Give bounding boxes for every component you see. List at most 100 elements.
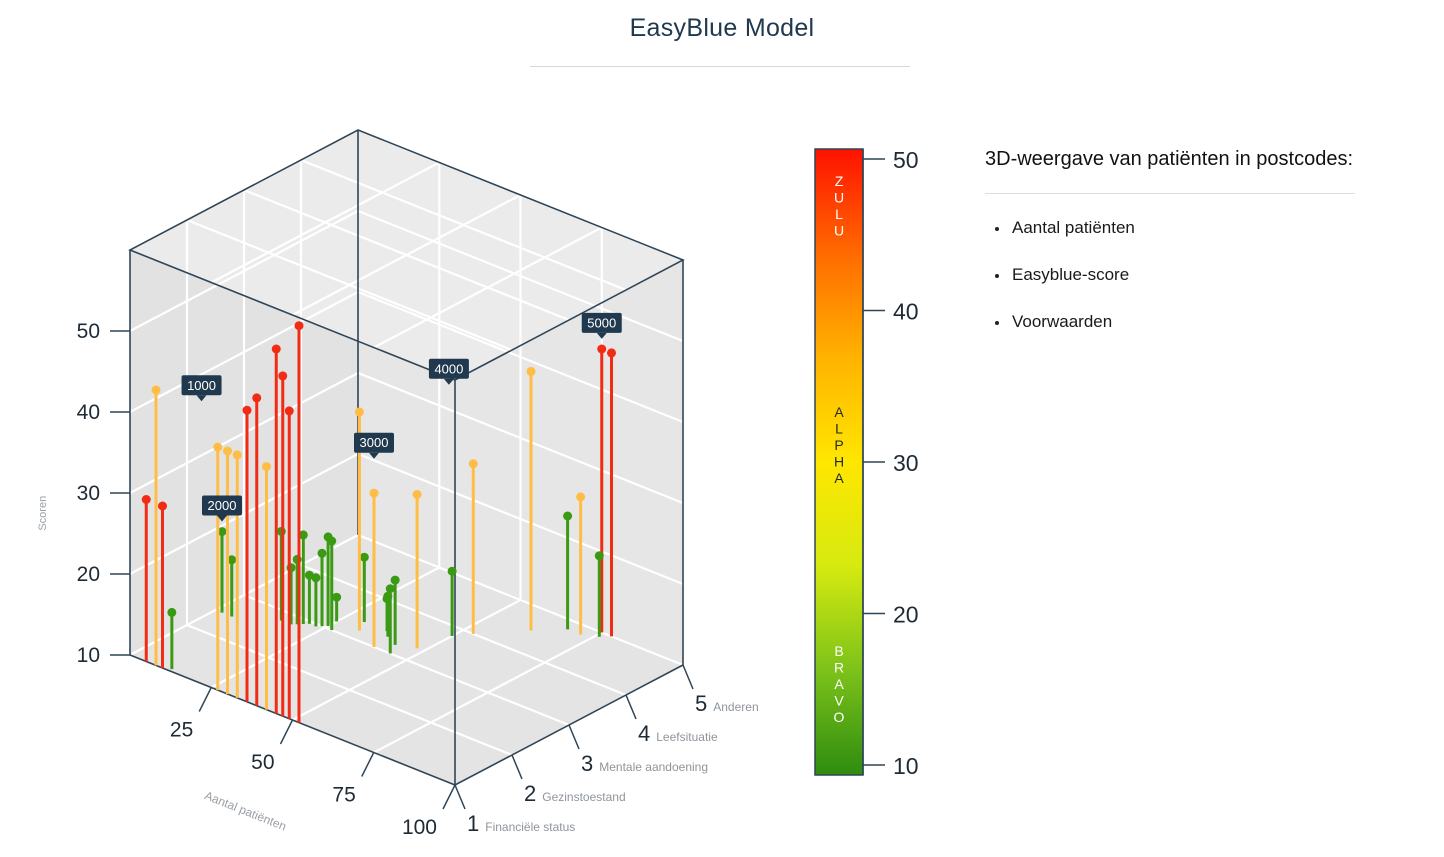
- y-tick: [454, 784, 466, 810]
- x-tick-label: 75: [332, 784, 355, 807]
- colorbar-tick-label: 30: [893, 450, 919, 476]
- data-point: [317, 548, 327, 558]
- data-point: [262, 462, 271, 472]
- legend-title: 3D-weergave van patiënten in postcodes:: [985, 148, 1354, 170]
- data-point: [271, 344, 281, 354]
- x-tick: [279, 719, 294, 745]
- data-point: [385, 584, 395, 594]
- data-point: [354, 407, 364, 417]
- x-tick-label: 100: [402, 816, 437, 839]
- legend-item-patients: Aantal patiënten: [995, 218, 1135, 265]
- y-tick-number: 4: [638, 721, 650, 746]
- gridline-y: [242, 188, 570, 727]
- annotation-pointer: [369, 452, 379, 459]
- x-tick-label: 25: [170, 719, 193, 742]
- data-point: [284, 406, 294, 416]
- y-tick-text: Gezinstoestand: [542, 790, 625, 804]
- title-divider: [530, 66, 910, 67]
- data-point: [526, 366, 536, 376]
- band-letter: U: [834, 190, 844, 206]
- data-point: [294, 321, 304, 331]
- data-point: [594, 551, 604, 561]
- data-point: [327, 536, 337, 546]
- data-annotations: 1000 2000 3000 4000 5000: [181, 312, 622, 522]
- y-tick-label: 2 Gezinstoestand: [524, 781, 626, 806]
- data-stems: [141, 321, 616, 723]
- annotation-box: [428, 358, 469, 379]
- data-point: [468, 459, 478, 469]
- z-tick-label: 20: [77, 563, 100, 586]
- data-point: [607, 348, 616, 358]
- z-tick-label: 10: [77, 644, 100, 667]
- data-point: [151, 385, 161, 395]
- colorbar-tick-label: 20: [893, 602, 919, 628]
- z-tick-label: 40: [77, 401, 100, 424]
- data-point: [217, 527, 227, 537]
- annotation-label: 2000: [208, 498, 237, 513]
- colorbar-tick-label: 50: [893, 147, 919, 173]
- data-point: [597, 344, 607, 354]
- y-tick-label: 4 Leefsituatie: [638, 721, 718, 746]
- data-point: [576, 492, 586, 502]
- data-point: [213, 442, 223, 452]
- x-axis-title: Aantal patiënten: [203, 788, 289, 833]
- data-point: [563, 511, 573, 521]
- annotation-box: [581, 312, 622, 333]
- annotation-label: 5000: [587, 315, 616, 330]
- y-tick-text: Financiële status: [485, 820, 575, 834]
- legend-item-conditions: Voorwaarden: [995, 312, 1135, 359]
- y-tick-number: 1: [467, 811, 479, 836]
- x-tick-label: 50: [251, 751, 274, 774]
- y-tick-number: 2: [524, 781, 536, 806]
- band-letter: B: [834, 643, 843, 659]
- z-tick-label: 30: [77, 482, 100, 505]
- data-point: [167, 607, 177, 617]
- annotation-box: [202, 495, 242, 516]
- annotation-label: 4000: [434, 361, 463, 376]
- band-letter: L: [835, 206, 843, 222]
- page-title: EasyBlue Model: [629, 14, 815, 42]
- data-point: [412, 490, 422, 499]
- y-tick-text: Anderen: [713, 700, 758, 714]
- annotation-label: 3000: [360, 435, 389, 450]
- y-tick: [682, 664, 694, 690]
- colorbar-tick-label: 10: [893, 753, 919, 779]
- band-letter: A: [834, 470, 844, 486]
- annotation-pointer: [217, 515, 227, 522]
- band-letter: H: [834, 454, 844, 470]
- y-tick-number: 5: [695, 691, 707, 716]
- band-letter: U: [834, 223, 844, 239]
- data-point: [390, 575, 400, 585]
- z-axis-title: Scoren: [37, 496, 49, 531]
- annotation-pointer: [196, 395, 207, 402]
- x-tick: [361, 752, 375, 777]
- band-letter: O: [834, 709, 845, 725]
- y-tick-label: 1 Financiële status: [467, 811, 575, 836]
- data-point: [369, 488, 379, 498]
- data-point: [232, 450, 242, 460]
- data-point: [227, 555, 237, 565]
- band-letter: V: [834, 693, 844, 709]
- data-point: [141, 495, 151, 504]
- data-point: [332, 592, 342, 602]
- annotation-label: 1000: [187, 378, 216, 393]
- band-letter: A: [834, 404, 844, 420]
- data-point: [359, 552, 369, 562]
- data-point: [242, 405, 252, 415]
- y-tick-label: 5 Anderen: [695, 691, 759, 716]
- gridline-y: [299, 158, 627, 697]
- legend-divider: [985, 193, 1355, 194]
- data-point: [278, 371, 288, 381]
- data-point: [252, 393, 262, 403]
- y-tick: [625, 694, 637, 720]
- y-tick: [568, 724, 580, 750]
- legend-item-score: Easyblue-score: [995, 265, 1135, 312]
- data-point: [223, 446, 232, 456]
- y-tick-label: 3 Mentale aandoening: [581, 751, 708, 776]
- x-tick: [442, 784, 456, 810]
